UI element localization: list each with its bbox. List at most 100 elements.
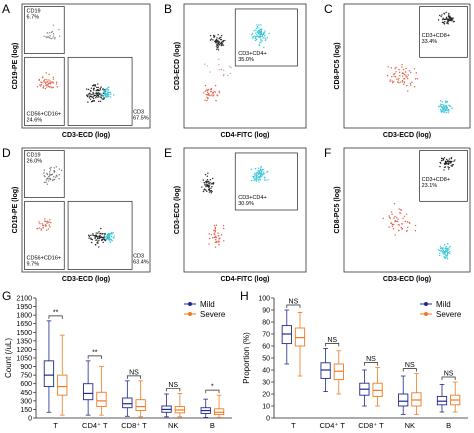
event-dot: [398, 82, 400, 84]
event-dot: [450, 162, 452, 164]
y-tick-label: 60: [262, 344, 270, 351]
event-dot: [41, 223, 43, 225]
event-dot: [97, 94, 100, 96]
event-dot: [55, 83, 58, 85]
legend-marker: [188, 302, 192, 306]
event-dot: [387, 66, 389, 68]
event-dot: [45, 179, 48, 181]
event-dot: [208, 183, 211, 185]
event-dot: [99, 94, 102, 96]
event-dot: [108, 239, 110, 241]
event-dot: [107, 234, 110, 237]
event-dot: [454, 159, 456, 161]
event-dot: [261, 40, 263, 42]
event-dot: [43, 175, 46, 177]
event-dot: [404, 220, 407, 223]
event-dot: [105, 93, 107, 95]
event-dot: [110, 93, 112, 95]
event-dot: [399, 74, 401, 77]
event-dot: [42, 87, 44, 89]
event-dot: [44, 87, 47, 90]
event-dot: [58, 173, 61, 176]
event-dot: [215, 235, 217, 237]
event-dot: [222, 44, 225, 46]
event-dot: [99, 236, 102, 239]
event-dot: [92, 100, 94, 102]
event-dot: [261, 168, 263, 171]
event-dot: [43, 35, 45, 37]
event-dot: [52, 37, 54, 39]
event-dot: [92, 88, 95, 90]
event-dot: [112, 94, 115, 96]
event-dot: [441, 18, 444, 21]
event-dot: [111, 233, 113, 235]
event-dot: [96, 92, 99, 95]
event-dot: [404, 78, 406, 80]
event-dot: [452, 17, 454, 19]
event-dot: [260, 165, 263, 168]
event-dot: [44, 224, 46, 226]
event-dot: [437, 19, 440, 21]
event-dot: [256, 176, 258, 178]
event-dot: [215, 240, 218, 243]
event-dot: [256, 25, 258, 28]
event-dot: [206, 94, 209, 96]
event-dot: [264, 35, 266, 37]
event-dot: [401, 63, 403, 66]
gate-name: CD19: [27, 152, 41, 158]
event-dot: [441, 14, 443, 16]
event-dot: [255, 27, 258, 30]
event-dot: [103, 97, 105, 100]
x-tick-label: CD4⁺ T: [319, 421, 345, 430]
event-dot: [217, 34, 219, 36]
event-dot: [218, 69, 220, 71]
event-dot: [105, 90, 107, 93]
event-dot: [52, 24, 55, 27]
event-dot: [439, 245, 442, 248]
event-dot: [113, 235, 115, 237]
event-dot: [258, 33, 260, 35]
event-dot: [443, 12, 445, 15]
gate-name: CD56+CD16+: [27, 256, 62, 262]
event-dot: [259, 41, 261, 44]
event-dot: [201, 186, 203, 188]
event-dot: [443, 163, 446, 165]
event-dot: [88, 97, 91, 99]
event-dot: [212, 183, 214, 185]
event-dot: [208, 186, 210, 189]
event-dot: [250, 168, 252, 171]
event-dot: [441, 21, 444, 24]
plot-frame: [21, 147, 151, 273]
plot-frame: [183, 3, 307, 129]
event-dot: [212, 39, 214, 41]
event-dot: [255, 179, 257, 181]
event-dot: [449, 245, 451, 248]
significance-bracket: [364, 362, 378, 366]
event-dot: [445, 17, 448, 20]
event-dot: [89, 98, 92, 100]
event-dot: [401, 72, 404, 75]
event-dot: [396, 78, 398, 80]
event-dot: [47, 36, 50, 38]
event-dot: [50, 166, 52, 169]
x-tick-label: B: [446, 421, 451, 430]
event-dot: [443, 108, 445, 110]
event-dot: [401, 227, 404, 230]
event-dot: [405, 76, 407, 78]
event-dot: [97, 241, 99, 243]
event-dot: [203, 189, 205, 191]
event-dot: [448, 14, 450, 16]
event-dot: [446, 252, 449, 255]
event-dot: [48, 79, 50, 81]
event-dot: [405, 74, 407, 77]
significance-bracket: [126, 375, 142, 379]
event-dot: [99, 96, 101, 98]
event-dot: [218, 41, 221, 43]
event-dot: [102, 96, 105, 98]
event-dot: [260, 39, 262, 41]
event-dot: [257, 179, 259, 181]
event-dot: [219, 38, 222, 41]
event-dot: [397, 220, 399, 223]
event-dot: [96, 237, 99, 240]
event-dot: [442, 21, 445, 24]
